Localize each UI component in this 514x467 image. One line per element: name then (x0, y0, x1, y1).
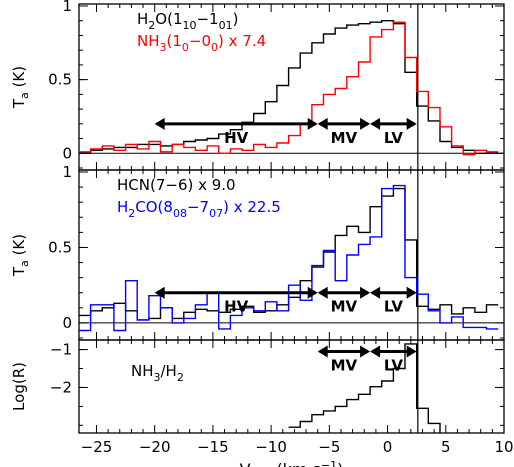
arrow-head-right (406, 345, 417, 358)
arrow-head-right (406, 117, 417, 130)
y-tick-label: 1 (62, 0, 72, 15)
arrow-label: LV (384, 356, 403, 374)
arrow-head-right (360, 286, 371, 299)
arrow-head-right (360, 345, 371, 358)
arrow-head-right (307, 286, 318, 299)
velocity-arrow-lv: LV (370, 345, 417, 374)
y-tick-label: 0 (62, 144, 72, 162)
x-tick-label: −5 (318, 438, 340, 456)
y-axis-label: Ta (K) (10, 66, 31, 109)
panel-frame (78, 339, 505, 434)
x-tick-label: 5 (441, 438, 451, 456)
arrow-head-right (406, 286, 417, 299)
velocity-arrow-mv: MV (317, 117, 371, 147)
x-tick-label: −25 (81, 438, 113, 456)
legend-entry: H2CO(808−707) x 22.5 (117, 198, 281, 220)
legend-entry: NH3/H2 (131, 362, 184, 384)
arrow-head-left (370, 345, 381, 358)
x-tick-label: −20 (139, 438, 171, 456)
velocity-arrow-hv: HV (154, 286, 318, 316)
y-axis-label: Ta (K) (10, 234, 31, 277)
arrow-head-right (360, 117, 371, 130)
series-line-bottom-0 (288, 343, 441, 433)
arrow-label: MV (331, 129, 358, 147)
arrow-label: HV (224, 129, 249, 147)
arrow-label: MV (331, 298, 358, 316)
arrow-head-left (370, 117, 381, 130)
velocity-arrow-lv: LV (370, 117, 417, 147)
arrow-label: HV (224, 298, 249, 316)
y-tick-label: −2 (50, 378, 72, 396)
panel-middle: 0 0.5 1 Ta (K) HV MV LV HCN(7−6) x 9.0 H2CO(808−… (10, 163, 505, 341)
panel-bottom: −1 −2 Log(R) MV LV NH3/H2 −25 −20 −15 −10 −5 0 5 10 VL… (10, 339, 514, 467)
y-tick-label: 0 (62, 314, 72, 332)
y-tick-label: 0.5 (48, 238, 72, 256)
x-tick-label: −15 (197, 438, 229, 456)
y-tick-label: 1 (62, 163, 72, 181)
velocity-arrow-mv: MV (317, 286, 371, 316)
arrow-head-right (307, 117, 318, 130)
velocity-arrow-lv: LV (370, 286, 417, 316)
arrow-head-left (317, 117, 328, 130)
arrow-head-left (154, 286, 165, 299)
x-tick-label: −10 (255, 438, 287, 456)
series-line-top-1 (79, 21, 499, 156)
arrow-head-left (317, 286, 328, 299)
velocity-arrow-hv: HV (154, 117, 318, 147)
arrow-label: LV (384, 298, 403, 316)
y-tick-label: −1 (50, 341, 72, 359)
arrow-label: MV (331, 356, 358, 374)
arrow-head-left (154, 117, 165, 130)
y-axis-label: Log(R) (10, 362, 28, 411)
arrow-head-left (370, 286, 381, 299)
x-tick-label: 0 (383, 438, 393, 456)
arrow-label: LV (384, 129, 403, 147)
panel-top: 0 0.5 1 Ta (K) HV MV LV H2O(110−101)NH3(10−00) … (10, 0, 505, 171)
series-line-middle-1 (79, 184, 499, 332)
arrow-head-left (317, 345, 328, 358)
velocity-arrow-mv: MV (317, 345, 371, 374)
y-tick-label: 0.5 (48, 71, 72, 89)
legend-entry: H2O(110−101) (137, 10, 238, 32)
x-tick-label: 10 (494, 438, 513, 456)
x-axis-label: VLSR (km s−1) (240, 459, 344, 467)
panel-frame (78, 3, 505, 171)
legend-entry: HCN(7−6) x 9.0 (117, 176, 236, 194)
legend-entry: NH3(10−00) x 7.4 (137, 32, 266, 54)
